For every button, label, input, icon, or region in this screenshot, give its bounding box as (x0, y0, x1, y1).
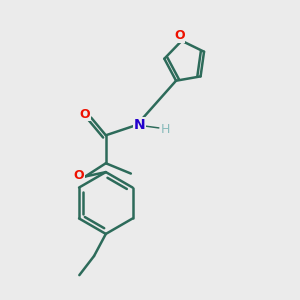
Text: O: O (74, 169, 84, 182)
Text: O: O (79, 108, 90, 121)
Text: O: O (174, 29, 184, 42)
Text: H: H (160, 123, 170, 136)
Text: N: N (133, 118, 145, 132)
